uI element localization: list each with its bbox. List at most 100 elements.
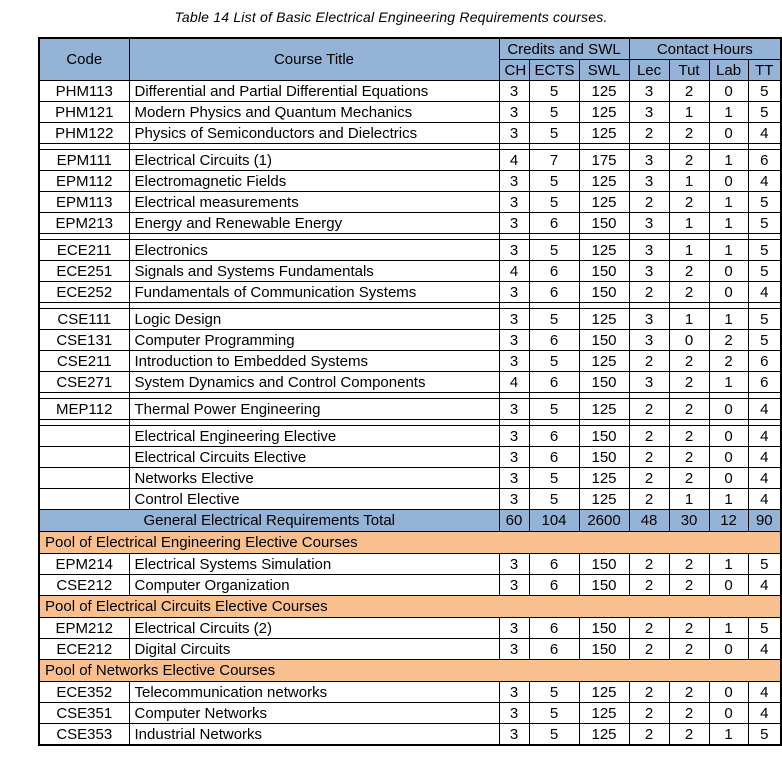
course-value-cell: 1 [708,212,749,234]
course-value-cell: 150 [578,281,630,303]
course-value-cell: 2 [668,260,710,282]
course-value-cell: 3 [628,212,670,234]
course-value-cell: 6 [747,350,782,372]
course-value-cell: 6 [528,638,580,660]
course-value-cell: 2 [628,425,670,447]
total-label-cell: General Electrical Requirements Total [38,509,500,532]
course-value-cell: 2 [628,446,670,468]
course-value-cell: 6 [528,281,580,303]
course-value-cell: 3 [628,260,670,282]
course-value-cell: 125 [578,350,630,372]
header-tt: TT [747,59,782,81]
course-row: PHM122 Physics of Semiconductors and Diel… [38,122,782,144]
header-swl: SWL [578,59,630,81]
course-value-cell: 3 [498,80,530,102]
course-value-cell: 1 [708,239,749,261]
course-value-cell: 2 [668,638,710,660]
section-label-cell: Pool of Electrical Circuits Elective Cou… [38,595,782,618]
course-value-cell: 2 [668,371,710,393]
course-code-cell: ECE252 [38,281,130,303]
course-value-cell: 150 [578,638,630,660]
course-value-cell: 125 [578,239,630,261]
course-value-cell: 3 [498,308,530,330]
course-value-cell: 2 [668,446,710,468]
course-value-cell: 1 [708,488,749,510]
course-value-cell: 2 [628,638,670,660]
course-value-cell: 2 [668,574,710,596]
course-title-cell: Digital Circuits [128,638,500,660]
section-header-row: Pool of Electrical Engineering Elective … [38,531,782,554]
course-code-cell: ECE251 [38,260,130,282]
course-title-cell: Introduction to Embedded Systems [128,350,500,372]
total-value-cell: 48 [628,509,670,532]
course-title-cell: Energy and Renewable Energy [128,212,500,234]
course-value-cell: 5 [528,350,580,372]
course-title-cell: Physics of Semiconductors and Dielectric… [128,122,500,144]
course-value-cell: 5 [747,212,782,234]
course-value-cell: 1 [708,308,749,330]
course-value-cell: 2 [668,281,710,303]
course-value-cell: 1 [708,553,749,575]
course-code-cell [38,467,130,489]
course-value-cell: 6 [528,212,580,234]
course-code-cell: PHM122 [38,122,130,144]
course-value-cell: 0 [708,281,749,303]
course-value-cell: 3 [498,617,530,639]
section-header-row: Pool of Networks Elective Courses [38,659,782,682]
course-row: ECE212 Digital Circuits 3 6 150 2 2 0 4 [38,638,782,660]
course-value-cell: 125 [578,398,630,420]
course-code-cell [38,446,130,468]
course-value-cell: 5 [528,122,580,144]
course-row: CSE351 Computer Networks 3 5 125 2 2 0 4 [38,702,782,724]
course-value-cell: 2 [708,350,749,372]
course-row: CSE271 System Dynamics and Control Compon… [38,371,782,393]
header-lec: Lec [628,59,670,81]
course-value-cell: 2 [628,281,670,303]
course-value-cell: 4 [498,371,530,393]
course-title-cell: Electrical Circuits Elective [128,446,500,468]
total-value-cell: 12 [708,509,749,532]
course-row: ECE352 Telecommunication networks 3 5 125 2 2 0… [38,681,782,703]
course-value-cell: 3 [628,80,670,102]
course-value-cell: 0 [708,638,749,660]
course-code-cell [38,488,130,510]
course-value-cell: 2 [628,681,670,703]
course-title-cell: Electronics [128,239,500,261]
course-title-cell: Telecommunication networks [128,681,500,703]
course-value-cell: 3 [498,681,530,703]
course-code-cell: EPM212 [38,617,130,639]
course-value-cell: 2 [628,191,670,213]
course-value-cell: 0 [708,574,749,596]
course-value-cell: 4 [747,398,782,420]
course-value-cell: 0 [708,467,749,489]
course-value-cell: 6 [528,260,580,282]
course-value-cell: 2 [628,617,670,639]
course-value-cell: 2 [628,350,670,372]
course-value-cell: 1 [708,617,749,639]
header-row-groups: Code Course Title Credits and SWL Contac… [38,37,782,81]
course-value-cell: 3 [498,239,530,261]
course-row: PHM113 Differential and Partial Different… [38,80,782,102]
course-value-cell: 2 [708,329,749,351]
course-row: PHM121 Modern Physics and Quantum Mechani… [38,101,782,123]
course-value-cell: 3 [498,191,530,213]
course-value-cell: 2 [628,122,670,144]
course-value-cell: 4 [747,170,782,192]
course-value-cell: 125 [578,191,630,213]
course-row: CSE353 Industrial Networks 3 5 125 2 2 1 5 [38,723,782,746]
course-row: Electrical Circuits Elective 3 6 150 2 2 0 4 [38,446,782,468]
header-course-title: Course Title [128,37,500,81]
course-row: ECE211 Electronics 3 5 125 3 1 1 5 [38,239,782,261]
course-value-cell: 2 [628,398,670,420]
course-value-cell: 4 [747,122,782,144]
course-value-cell: 5 [747,329,782,351]
course-row: ECE252 Fundamentals of Communication Syst… [38,281,782,303]
course-value-cell: 4 [747,467,782,489]
course-value-cell: 5 [528,191,580,213]
course-row: EPM214 Electrical Systems Simulation 3 6 150… [38,553,782,575]
section-header-row: Pool of Electrical Circuits Elective Cou… [38,595,782,618]
course-value-cell: 5 [528,702,580,724]
course-value-cell: 6 [528,553,580,575]
course-value-cell: 5 [747,80,782,102]
course-row: Control Elective 3 5 125 2 1 1 4 [38,488,782,510]
